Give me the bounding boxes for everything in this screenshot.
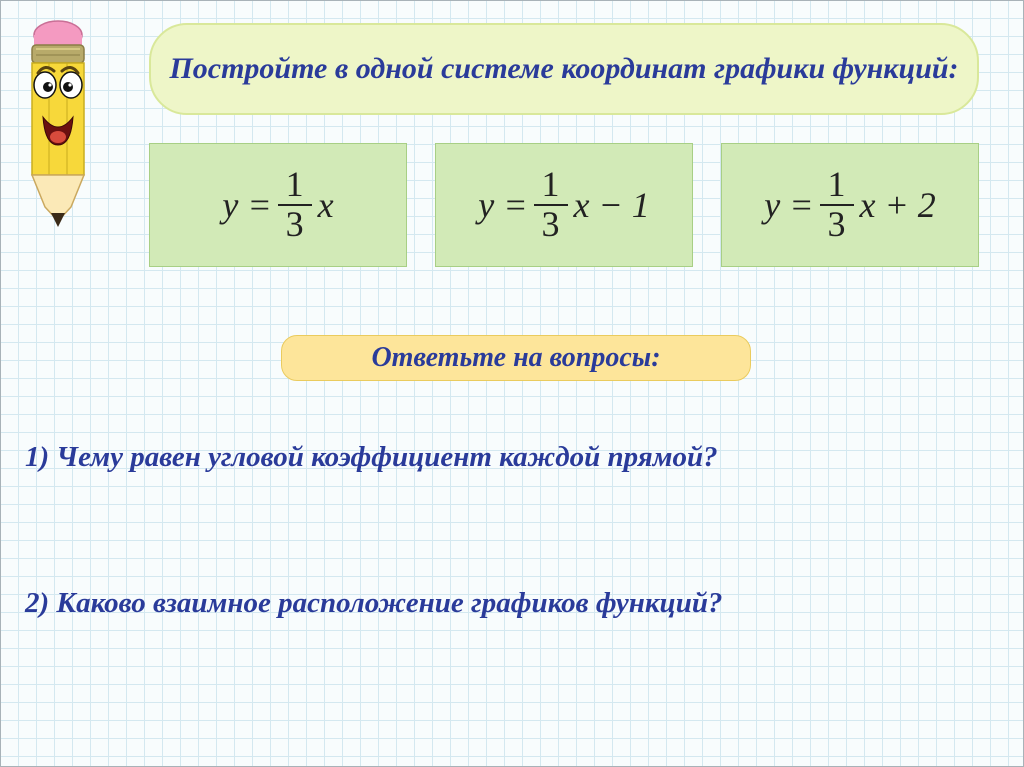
formula-3-prefix: y = <box>764 184 813 226</box>
pencil-illustration <box>23 19 93 229</box>
formula-1-prefix: y = <box>222 184 271 226</box>
question-2: 2) Каково взаимное расположение графиков… <box>25 587 722 620</box>
formula-row: y = 1 3 x y = 1 3 x − 1 y = 1 3 x + 2 <box>149 143 979 267</box>
formula-3-num: 1 <box>820 166 854 206</box>
formula-2-prefix: y = <box>478 184 527 226</box>
formula-box-3: y = 1 3 x + 2 <box>721 143 979 267</box>
formula-2: y = 1 3 x − 1 <box>478 166 650 244</box>
formula-1: y = 1 3 x <box>222 166 333 244</box>
title-text: Постройте в одной системе координат граф… <box>169 50 958 88</box>
formula-box-2: y = 1 3 x − 1 <box>435 143 693 267</box>
formula-box-1: y = 1 3 x <box>149 143 407 267</box>
subtitle-text: Ответьте на вопросы: <box>371 342 660 374</box>
formula-3-suffix: x + 2 <box>860 184 936 226</box>
formula-1-den: 3 <box>278 206 312 244</box>
formula-1-suffix: x <box>318 184 334 226</box>
formula-1-num: 1 <box>278 166 312 206</box>
formula-3-den: 3 <box>820 206 854 244</box>
formula-2-fraction: 1 3 <box>534 166 568 244</box>
formula-2-num: 1 <box>534 166 568 206</box>
subtitle-box: Ответьте на вопросы: <box>281 335 751 381</box>
formula-2-den: 3 <box>534 206 568 244</box>
formula-1-fraction: 1 3 <box>278 166 312 244</box>
formula-3-fraction: 1 3 <box>820 166 854 244</box>
formula-2-suffix: x − 1 <box>574 184 650 226</box>
formula-3: y = 1 3 x + 2 <box>764 166 936 244</box>
title-box: Постройте в одной системе координат граф… <box>149 23 979 115</box>
question-1: 1) Чему равен угловой коэффициент каждой… <box>25 441 718 474</box>
